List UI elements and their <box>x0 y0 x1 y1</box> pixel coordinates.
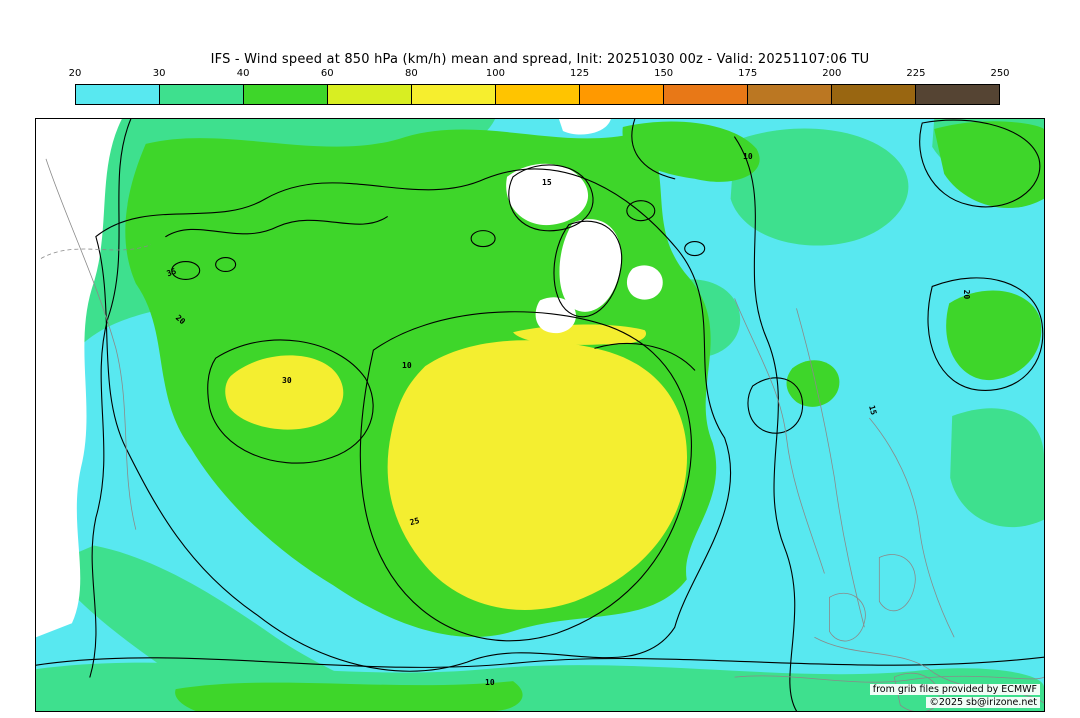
colorbar-tick: 175 <box>738 68 758 79</box>
colorbar-tick: 150 <box>654 68 674 79</box>
colorbar-tick: 60 <box>320 68 334 79</box>
colorbar-segment <box>76 85 160 104</box>
contour-label: 20 <box>962 289 972 300</box>
colorbar <box>75 84 1000 105</box>
contour-label: 10 <box>743 152 753 161</box>
colorbar-segment <box>580 85 664 104</box>
spread-contour-lines <box>36 119 1044 711</box>
contour-label: 10 <box>485 678 495 687</box>
contour-label: 10 <box>402 361 412 370</box>
colorbar-tick: 40 <box>236 68 250 79</box>
colorbar-tick: 20 <box>68 68 82 79</box>
contour-label: 15 <box>867 404 879 416</box>
chart-title: IFS - Wind speed at 850 hPa (km/h) mean … <box>210 52 870 67</box>
colorbar-segment <box>412 85 496 104</box>
colorbar-segment <box>496 85 580 104</box>
colorbar-segment <box>244 85 328 104</box>
colorbar-segment <box>328 85 412 104</box>
colorbar-segment <box>916 85 999 104</box>
credits-copyright: ©2025 sb@irizone.net <box>926 697 1040 708</box>
colorbar-segment <box>160 85 244 104</box>
coastlines <box>40 158 1044 711</box>
colorbar-segment <box>664 85 748 104</box>
map-canvas: 20 30 25 10 15 20 10 15 10 35 from grib … <box>35 118 1045 712</box>
wind-speed-field <box>36 119 1044 711</box>
contour-label: 15 <box>542 178 552 187</box>
field-yellow-regions <box>225 324 688 610</box>
credits: from grib files provided by ECMWF ©2025 … <box>869 682 1040 708</box>
colorbar-tick: 250 <box>990 68 1010 79</box>
credits-provider: from grib files provided by ECMWF <box>869 684 1040 695</box>
colorbar-tick: 225 <box>906 68 926 79</box>
colorbar-tick: 80 <box>404 68 418 79</box>
colorbar-segment <box>832 85 916 104</box>
colorbar-tick: 125 <box>569 68 590 79</box>
colorbar-tick: 30 <box>152 68 166 79</box>
field-white-regions <box>36 119 663 638</box>
colorbar-segment <box>748 85 832 104</box>
colorbar-tick-labels: 20 30 40 60 80 100 125 150 175 200 225 250 <box>69 68 1010 81</box>
contour-label: 30 <box>282 376 292 385</box>
colorbar-tick: 100 <box>485 68 505 79</box>
colorbar-tick: 200 <box>822 68 842 79</box>
